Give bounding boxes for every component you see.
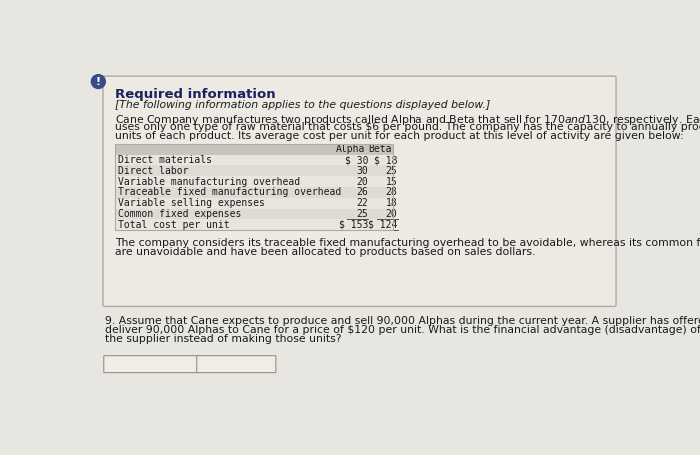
Bar (116, 176, 393, 187)
Text: 20: 20 (386, 209, 398, 219)
Text: $ 153: $ 153 (339, 220, 368, 230)
Text: are unavoidable and have been allocated to products based on sales dollars.: are unavoidable and have been allocated … (116, 247, 536, 257)
Text: Traceable fixed manufacturing overhead: Traceable fixed manufacturing overhead (118, 187, 342, 197)
Text: 30: 30 (356, 166, 368, 176)
Bar (116, 219, 393, 230)
Bar (116, 208, 393, 219)
Text: 20: 20 (356, 177, 368, 187)
Text: 22: 22 (356, 198, 368, 208)
Text: $ 18: $ 18 (374, 155, 398, 165)
Text: !: ! (96, 76, 101, 86)
Text: $ 124: $ 124 (368, 220, 398, 230)
Text: Common fixed expenses: Common fixed expenses (118, 209, 242, 219)
Text: $ 30: $ 30 (344, 155, 368, 165)
Text: 15: 15 (386, 177, 398, 187)
Text: Cane Company manufactures two products called Alpha and Beta that sell for $170 : Cane Company manufactures two products c… (116, 113, 700, 127)
FancyBboxPatch shape (197, 356, 276, 373)
Text: 28: 28 (386, 187, 398, 197)
Text: deliver 90,000 Alphas to Cane for a price of $120 per unit. What is the financia: deliver 90,000 Alphas to Cane for a pric… (104, 325, 700, 335)
FancyBboxPatch shape (103, 76, 616, 306)
Bar (116, 155, 393, 166)
Text: The company considers its traceable fixed manufacturing overhead to be avoidable: The company considers its traceable fixe… (116, 238, 700, 248)
Text: Total cost per unit: Total cost per unit (118, 220, 230, 230)
Circle shape (92, 75, 105, 88)
Text: units of each product. Its average cost per unit for each product at this level : units of each product. Its average cost … (116, 131, 684, 141)
Text: uses only one type of raw material that costs $6 per pound. The company has the : uses only one type of raw material that … (116, 122, 700, 132)
Text: 25: 25 (386, 166, 398, 176)
Text: 26: 26 (356, 187, 368, 197)
Bar (116, 144, 393, 155)
Text: Beta: Beta (369, 144, 392, 154)
Bar (116, 144, 393, 230)
Bar (116, 187, 393, 198)
Text: Alpha: Alpha (336, 144, 365, 154)
FancyBboxPatch shape (104, 356, 198, 373)
Text: [The following information applies to the questions displayed below.]: [The following information applies to th… (116, 100, 491, 110)
Text: Direct labor: Direct labor (118, 166, 189, 176)
Bar (116, 166, 393, 176)
Bar (116, 198, 393, 208)
Text: 18: 18 (386, 198, 398, 208)
Text: Variable manufacturing overhead: Variable manufacturing overhead (118, 177, 300, 187)
Text: Variable selling expenses: Variable selling expenses (118, 198, 265, 208)
Text: 25: 25 (356, 209, 368, 219)
Text: 9. Assume that Cane expects to produce and sell 90,000 Alphas during the current: 9. Assume that Cane expects to produce a… (104, 316, 700, 326)
Text: the supplier instead of making those units?: the supplier instead of making those uni… (104, 334, 341, 344)
Text: Direct materials: Direct materials (118, 155, 213, 165)
Text: Required information: Required information (116, 88, 276, 101)
